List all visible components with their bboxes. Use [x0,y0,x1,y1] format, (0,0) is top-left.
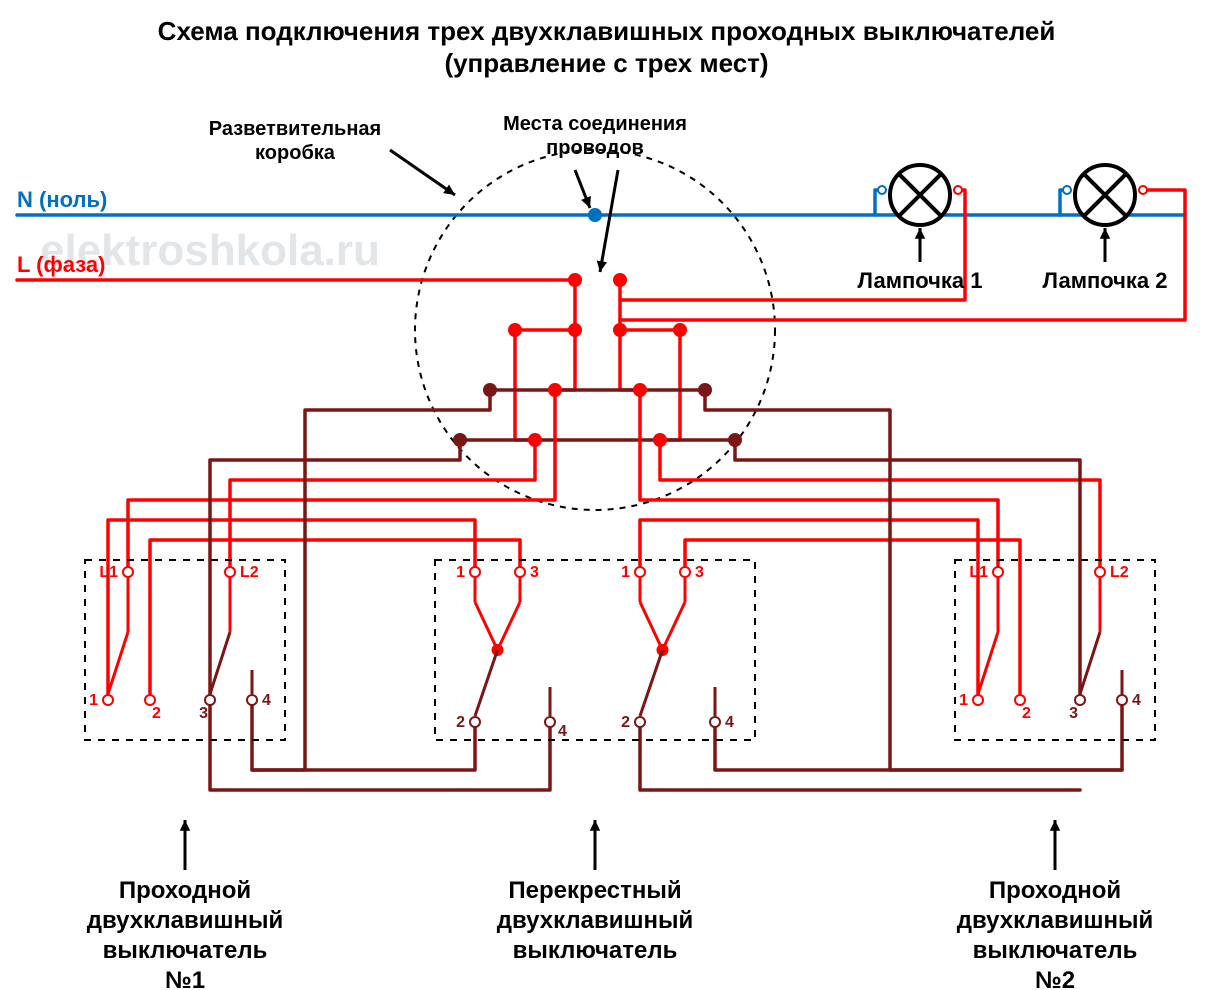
svg-text:2: 2 [152,705,161,722]
junction-dot [568,273,582,287]
junction-dot [728,433,742,447]
terminal [545,717,555,727]
svg-text:4: 4 [558,723,567,740]
svg-text:4: 4 [725,714,734,731]
junction-dot [613,323,627,337]
svg-text:L1: L1 [969,564,988,581]
junction-dot [653,433,667,447]
svg-text:1: 1 [621,564,630,581]
terminal [103,695,113,705]
terminal [993,567,1003,577]
svg-text:3: 3 [199,705,208,722]
terminal [1095,567,1105,577]
junction-dot [673,323,687,337]
lamp2-label: Лампочка 2 [1042,268,1167,293]
junction-dot [568,323,582,337]
terminal [1075,695,1085,705]
svg-text:3: 3 [530,564,539,581]
junction-dot [483,383,497,397]
junction-dot [548,383,562,397]
junction-dot [528,433,542,447]
terminal [635,717,645,727]
terminal [973,695,983,705]
svg-text:L2: L2 [1110,564,1129,581]
terminal [205,695,215,705]
svg-text:1: 1 [959,692,968,709]
svg-text:3: 3 [1069,705,1078,722]
svg-text:1: 1 [456,564,465,581]
svg-text:1: 1 [89,692,98,709]
svg-text:2: 2 [621,714,630,731]
terminal [470,567,480,577]
terminal [470,717,480,727]
terminal [225,567,235,577]
terminal [635,567,645,577]
terminal [145,695,155,705]
terminal [247,695,257,705]
svg-text:L1: L1 [99,564,118,581]
svg-text:4: 4 [1132,692,1141,709]
title-line1: Схема подключения трех двухклавишных про… [158,16,1056,46]
svg-text:2: 2 [456,714,465,731]
wiring-diagram: elektroshkola.ruСхема подключения трех д… [0,0,1213,990]
svg-text:2: 2 [1022,705,1031,722]
junction-dot [613,273,627,287]
terminal [1015,695,1025,705]
live-label: L (фаза) [17,252,105,277]
junction-dot [453,433,467,447]
title-line2: (управление с трех мест) [444,48,768,78]
svg-text:L2: L2 [240,564,259,581]
terminal [680,567,690,577]
terminal [710,717,720,727]
neutral-label: N (ноль) [17,187,107,212]
switchx-caption: Перекрестныйдвухклавишныйвыключатель [497,877,694,964]
svg-text:4: 4 [262,692,271,709]
svg-text:3: 3 [695,564,704,581]
terminal [1117,695,1127,705]
junction-dot [588,208,602,222]
junction-dot [508,323,522,337]
lamp1-label: Лампочка 1 [857,268,982,293]
junction-dot [698,383,712,397]
terminal [515,567,525,577]
terminal [123,567,133,577]
junction-dot [633,383,647,397]
